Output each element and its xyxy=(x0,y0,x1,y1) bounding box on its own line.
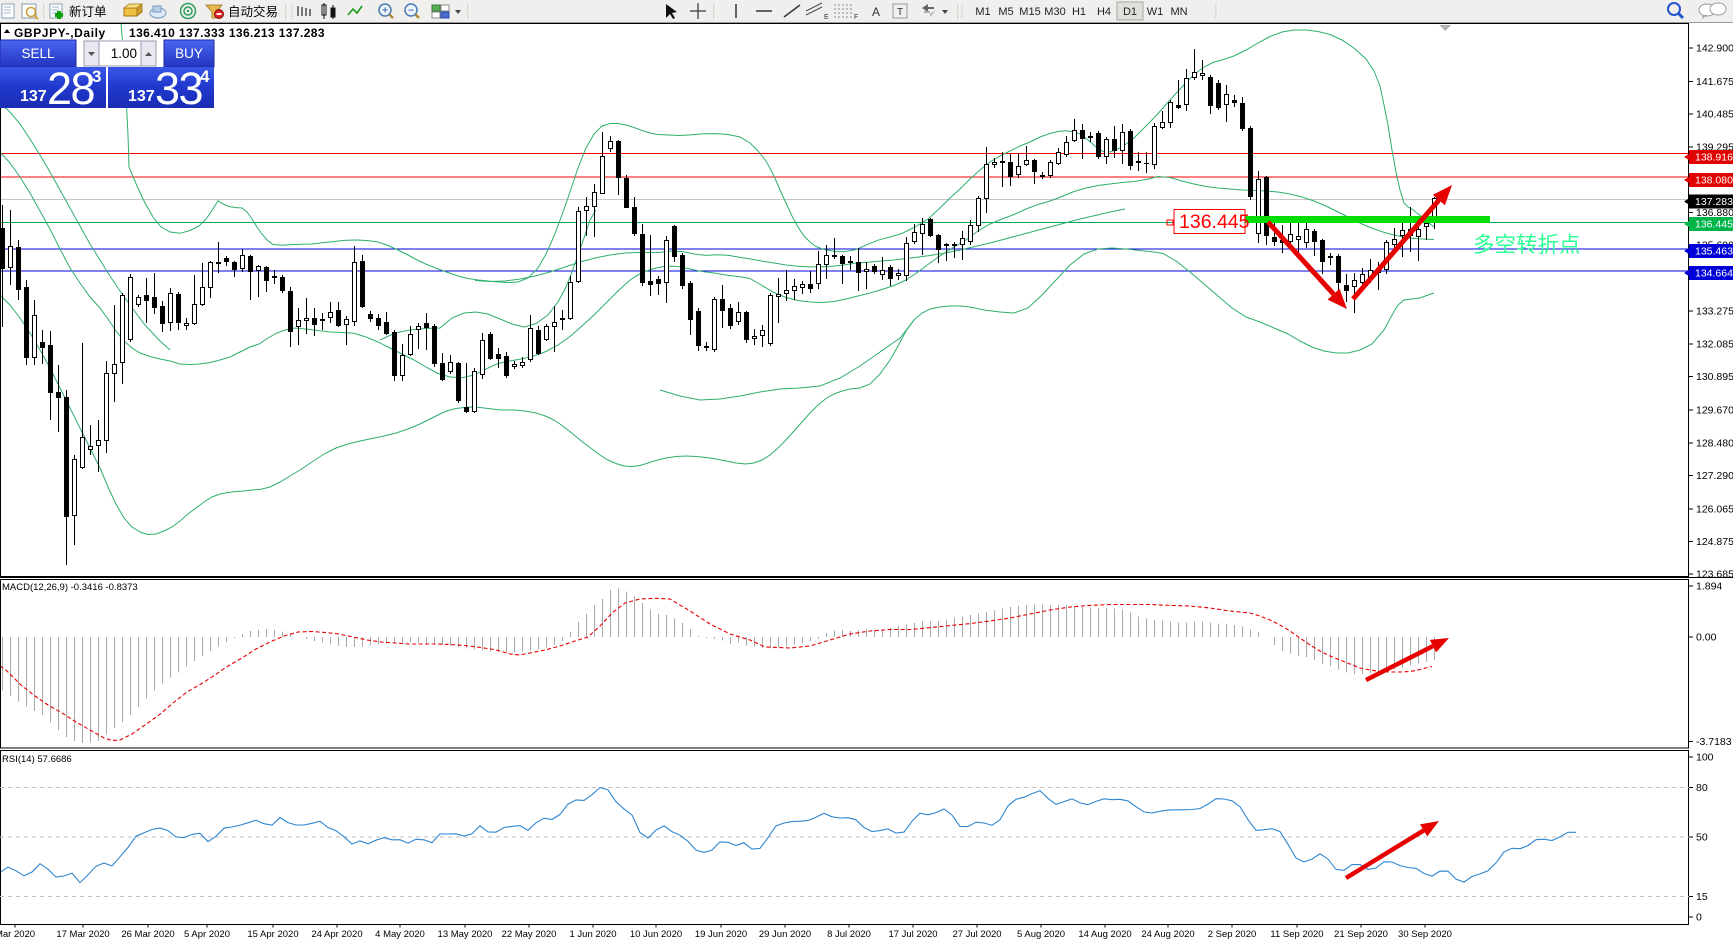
svg-text:5 Aug 2020: 5 Aug 2020 xyxy=(1017,929,1065,940)
svg-text:M30: M30 xyxy=(1044,6,1065,18)
svg-text:10 Jun 2020: 10 Jun 2020 xyxy=(630,929,682,940)
svg-text:15: 15 xyxy=(1696,891,1708,903)
svg-text:3: 3 xyxy=(92,67,101,86)
svg-text:H4: H4 xyxy=(1097,6,1111,18)
svg-text:137.283: 137.283 xyxy=(1695,196,1733,208)
svg-text:136.445: 136.445 xyxy=(1179,211,1250,233)
svg-text:133.275: 133.275 xyxy=(1696,306,1733,318)
svg-text:4 May 2020: 4 May 2020 xyxy=(375,929,425,940)
svg-text:−: − xyxy=(408,6,414,17)
svg-text:Mar 2020: Mar 2020 xyxy=(0,929,35,940)
svg-text:138.916: 138.916 xyxy=(1695,152,1733,164)
svg-text:0.00: 0.00 xyxy=(1696,632,1717,644)
svg-text:123.685: 123.685 xyxy=(1696,569,1733,581)
svg-text:137: 137 xyxy=(20,88,47,105)
svg-text:4: 4 xyxy=(200,67,210,86)
svg-text:33: 33 xyxy=(155,63,203,114)
svg-text:130.895: 130.895 xyxy=(1696,371,1733,383)
svg-text:21 Sep 2020: 21 Sep 2020 xyxy=(1334,929,1388,940)
svg-text:M15: M15 xyxy=(1019,6,1040,18)
svg-text:80: 80 xyxy=(1696,782,1708,794)
svg-text:SELL: SELL xyxy=(21,46,55,61)
svg-text:15 Apr 2020: 15 Apr 2020 xyxy=(247,929,298,940)
svg-text:1 Jun 2020: 1 Jun 2020 xyxy=(569,929,616,940)
svg-text:5 Apr 2020: 5 Apr 2020 xyxy=(184,929,230,940)
svg-text:E: E xyxy=(824,14,829,21)
svg-text:27 Jul 2020: 27 Jul 2020 xyxy=(952,929,1001,940)
svg-text:142.900: 142.900 xyxy=(1696,43,1733,55)
svg-text:24 Apr 2020: 24 Apr 2020 xyxy=(311,929,362,940)
svg-text:134.664: 134.664 xyxy=(1695,268,1733,280)
svg-text:124.875: 124.875 xyxy=(1696,536,1733,548)
svg-text:129.670: 129.670 xyxy=(1696,405,1733,417)
svg-text:126.065: 126.065 xyxy=(1696,504,1733,516)
svg-text:-3.7183: -3.7183 xyxy=(1696,736,1732,748)
svg-text:1.00: 1.00 xyxy=(111,46,137,61)
svg-text:新订单: 新订单 xyxy=(69,4,107,19)
svg-text:141.675: 141.675 xyxy=(1696,76,1733,88)
svg-text:+: + xyxy=(382,6,388,17)
svg-text:F: F xyxy=(854,14,858,21)
svg-text:17 Mar 2020: 17 Mar 2020 xyxy=(56,929,109,940)
svg-text:136.410 137.333 136.213 137.28: 136.410 137.333 136.213 137.283 xyxy=(129,26,325,40)
svg-text:50: 50 xyxy=(1696,832,1708,844)
svg-text:138.080: 138.080 xyxy=(1695,175,1733,187)
svg-text:140.485: 140.485 xyxy=(1696,109,1733,121)
svg-text:MN: MN xyxy=(1170,6,1187,18)
svg-text:多空转折点: 多空转折点 xyxy=(1473,233,1581,257)
svg-text:M1: M1 xyxy=(975,6,990,18)
svg-text:0: 0 xyxy=(1696,912,1702,924)
svg-text:136.880: 136.880 xyxy=(1696,207,1733,219)
svg-text:22 May 2020: 22 May 2020 xyxy=(502,929,557,940)
svg-text:128.480: 128.480 xyxy=(1696,438,1733,450)
svg-text:8 Jul 2020: 8 Jul 2020 xyxy=(827,929,871,940)
svg-text:17 Jul 2020: 17 Jul 2020 xyxy=(888,929,937,940)
svg-text:26 Mar 2020: 26 Mar 2020 xyxy=(121,929,174,940)
svg-text:H1: H1 xyxy=(1072,6,1086,18)
svg-text:GBPJPY-,Daily: GBPJPY-,Daily xyxy=(14,26,106,40)
svg-text:M5: M5 xyxy=(998,6,1013,18)
svg-text:137: 137 xyxy=(128,88,155,105)
svg-text:135.463: 135.463 xyxy=(1695,246,1733,258)
svg-text:132.085: 132.085 xyxy=(1696,339,1733,351)
svg-text:T: T xyxy=(897,7,903,18)
svg-text:14 Aug 2020: 14 Aug 2020 xyxy=(1078,929,1131,940)
svg-text:13 May 2020: 13 May 2020 xyxy=(438,929,493,940)
svg-text:D1: D1 xyxy=(1123,6,1137,18)
svg-text:2 Sep 2020: 2 Sep 2020 xyxy=(1208,929,1257,940)
svg-text:1.894: 1.894 xyxy=(1696,581,1722,593)
svg-text:127.290: 127.290 xyxy=(1696,470,1733,482)
svg-text:11 Sep 2020: 11 Sep 2020 xyxy=(1270,929,1323,940)
svg-text:19 Jun 2020: 19 Jun 2020 xyxy=(695,929,747,940)
svg-text:自动交易: 自动交易 xyxy=(228,4,278,19)
svg-text:24 Aug 2020: 24 Aug 2020 xyxy=(1141,929,1194,940)
svg-text:MACD(12,26,9) -0.3416 -0.8373: MACD(12,26,9) -0.3416 -0.8373 xyxy=(2,582,138,593)
svg-text:30 Sep 2020: 30 Sep 2020 xyxy=(1398,929,1452,940)
svg-text:W1: W1 xyxy=(1147,6,1164,18)
svg-text:100: 100 xyxy=(1696,752,1714,764)
svg-text:RSI(14) 57.6686: RSI(14) 57.6686 xyxy=(2,754,72,765)
svg-text:28: 28 xyxy=(47,63,95,114)
svg-text:A: A xyxy=(872,5,880,19)
svg-text:BUY: BUY xyxy=(175,46,203,61)
svg-text:136.445: 136.445 xyxy=(1695,219,1733,231)
svg-text:29 Jun 2020: 29 Jun 2020 xyxy=(759,929,811,940)
